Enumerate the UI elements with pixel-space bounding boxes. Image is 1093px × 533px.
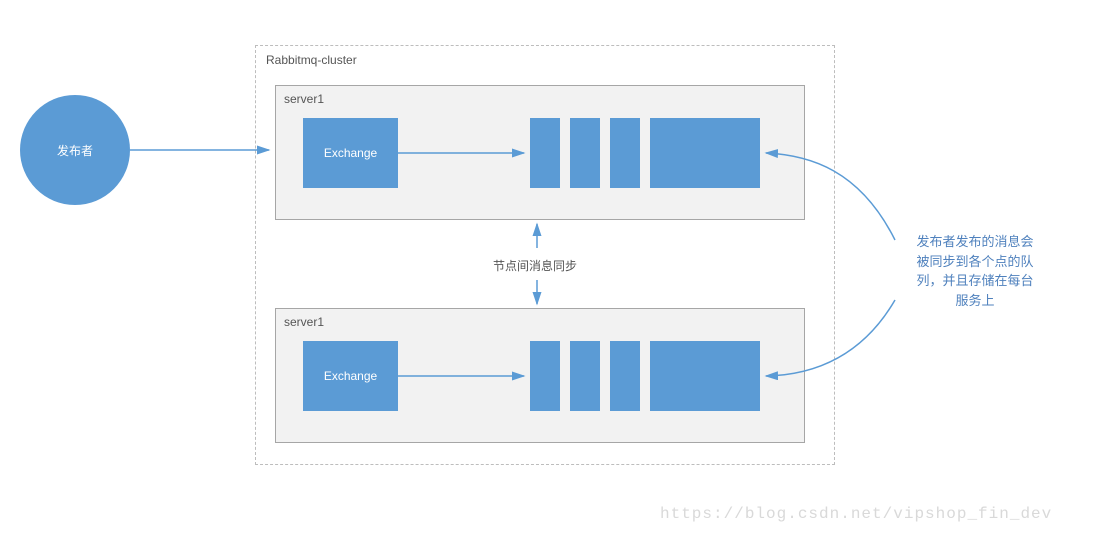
server-label: server1 [284,92,324,106]
description-text: 发布者发布的消息会被同步到各个点的队列，并且存储在每台服务上 [895,232,1055,310]
watermark: https://blog.csdn.net/vipshop_fin_dev [660,505,1052,523]
queue-box [650,341,760,411]
queue-box [570,118,600,188]
queue-box [610,341,640,411]
queue-box [530,341,560,411]
queue-box [530,118,560,188]
exchange-box: Exchange [303,341,398,411]
cluster-label: Rabbitmq-cluster [266,53,357,67]
queue-box [650,118,760,188]
publisher-node: 发布者 [20,95,130,205]
server-label: server1 [284,315,324,329]
exchange-box: Exchange [303,118,398,188]
queue-box [610,118,640,188]
queue-box [570,341,600,411]
sync-label: 节点间消息同步 [485,257,585,274]
diagram-canvas: 发布者 Rabbitmq-cluster server1 Exchange serv… [0,0,1093,533]
